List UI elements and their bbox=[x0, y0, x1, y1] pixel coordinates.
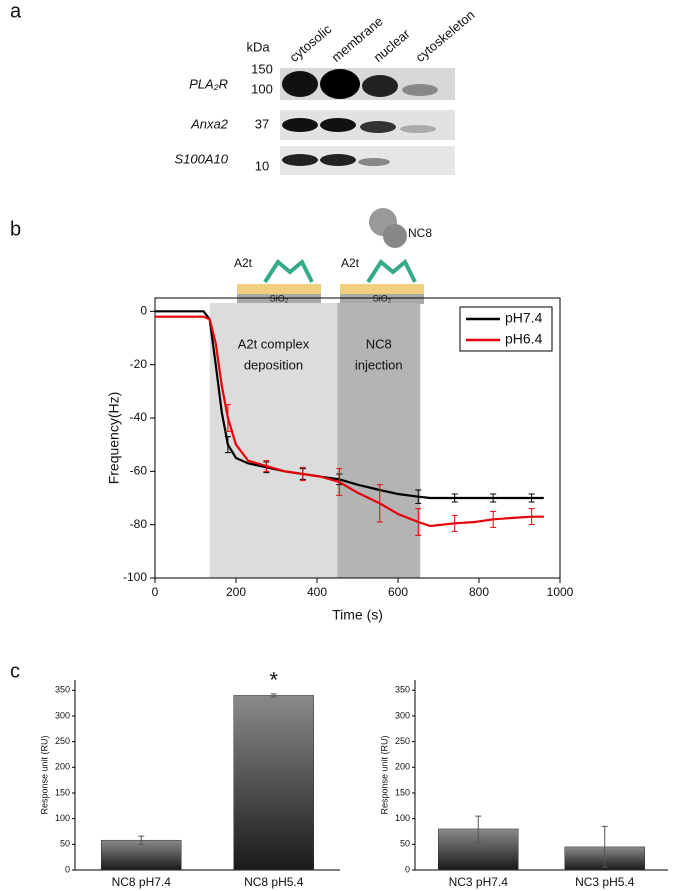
y-tick-label: 100 bbox=[55, 813, 70, 823]
y-tick-label: 200 bbox=[55, 762, 70, 772]
marker-label: 10 bbox=[255, 158, 269, 173]
y-tick-label: -60 bbox=[130, 464, 148, 478]
x-tick-label: NC8 pH7.4 bbox=[112, 875, 172, 889]
y-tick-label: 300 bbox=[395, 710, 410, 720]
error-bar bbox=[528, 508, 535, 526]
region bbox=[337, 303, 421, 578]
error-bar bbox=[415, 508, 422, 536]
x-tick-label: 800 bbox=[469, 585, 489, 599]
region bbox=[209, 303, 338, 578]
x-tick-label: 1000 bbox=[547, 585, 574, 599]
error-bar bbox=[138, 835, 145, 845]
y-tick-label: 150 bbox=[395, 787, 410, 797]
y-tick-label: 100 bbox=[395, 813, 410, 823]
error-bar bbox=[490, 493, 497, 503]
row-label: S100A10 bbox=[175, 151, 229, 166]
y-tick-label: 250 bbox=[55, 736, 70, 746]
error-bar bbox=[270, 693, 277, 698]
error-bar bbox=[451, 493, 458, 503]
legend-box bbox=[459, 306, 553, 352]
marker-label: 150 bbox=[251, 61, 273, 76]
row-label: PLA₂R bbox=[189, 76, 228, 91]
x-tick-label: NC3 pH5.4 bbox=[575, 875, 635, 889]
legend-label: pH7.4 bbox=[505, 310, 543, 326]
unit-label: kDa bbox=[246, 39, 270, 54]
error-bar bbox=[475, 815, 482, 843]
column-label: cytoskeleton bbox=[412, 7, 477, 65]
error-bar bbox=[224, 404, 231, 432]
x-tick-label: NC8 pH5.4 bbox=[244, 875, 304, 889]
error-bar bbox=[376, 484, 383, 523]
y-axis-label: Response unit (RU) bbox=[379, 735, 389, 814]
error-bar bbox=[415, 489, 422, 504]
schematic bbox=[237, 208, 424, 304]
line bbox=[155, 315, 544, 528]
y-tick-label: 50 bbox=[400, 839, 410, 849]
x-axis-label: Time (s) bbox=[332, 607, 383, 623]
line bbox=[155, 310, 544, 500]
schematic-label: A2t bbox=[234, 256, 253, 270]
marker-label: 100 bbox=[251, 81, 273, 96]
y-tick-label: -100 bbox=[123, 570, 147, 584]
region-label: A2t complex bbox=[238, 336, 310, 351]
error-bar bbox=[336, 468, 343, 496]
x-tick-label: 600 bbox=[388, 585, 408, 599]
y-tick-label: 0 bbox=[140, 304, 147, 318]
region-label: injection bbox=[355, 357, 403, 372]
error-bar bbox=[451, 514, 458, 532]
y-tick-label: 300 bbox=[55, 710, 70, 720]
error-bar bbox=[263, 460, 270, 472]
x-tick-label: 0 bbox=[152, 585, 159, 599]
y-tick-label: -40 bbox=[130, 410, 148, 424]
legend-label: pH6.4 bbox=[505, 331, 543, 347]
y-tick-label: 350 bbox=[395, 685, 410, 695]
y-tick-label: 0 bbox=[405, 864, 410, 874]
region-label: deposition bbox=[244, 357, 303, 372]
y-tick-label: 200 bbox=[395, 762, 410, 772]
y-tick-label: -80 bbox=[130, 517, 148, 531]
error-bar bbox=[528, 493, 535, 503]
y-tick-label: 50 bbox=[60, 839, 70, 849]
error-bar bbox=[601, 825, 608, 868]
error-bar bbox=[299, 466, 306, 482]
marker-label: 37 bbox=[255, 116, 269, 131]
x-tick-label: NC3 pH7.4 bbox=[449, 875, 509, 889]
annotation: * bbox=[269, 668, 278, 693]
panel-label: a bbox=[10, 0, 22, 22]
schematic-label: NC8 bbox=[408, 226, 432, 240]
bar bbox=[101, 839, 182, 871]
y-tick-label: -20 bbox=[130, 357, 148, 371]
x-tick-label: 200 bbox=[226, 585, 246, 599]
region-label: NC8 bbox=[366, 336, 392, 351]
error-bar bbox=[490, 510, 497, 528]
y-tick-label: 0 bbox=[65, 864, 70, 874]
panel-label: b bbox=[10, 218, 21, 240]
y-axis-label: Frequency(Hz) bbox=[106, 392, 122, 485]
schematic-label: A2t bbox=[341, 256, 360, 270]
y-tick-label: 150 bbox=[55, 787, 70, 797]
y-tick-label: 250 bbox=[395, 736, 410, 746]
row-label: Anxa2 bbox=[190, 116, 229, 131]
bar bbox=[233, 695, 314, 871]
y-tick-label: 350 bbox=[55, 685, 70, 695]
y-axis-label: Response unit (RU) bbox=[39, 735, 49, 814]
blot-images bbox=[280, 68, 455, 175]
column-label: cytosolic bbox=[286, 21, 334, 65]
error-bar bbox=[224, 436, 231, 454]
plot-frame bbox=[154, 297, 561, 579]
x-tick-label: 400 bbox=[307, 585, 327, 599]
panel-label: c bbox=[10, 660, 20, 682]
